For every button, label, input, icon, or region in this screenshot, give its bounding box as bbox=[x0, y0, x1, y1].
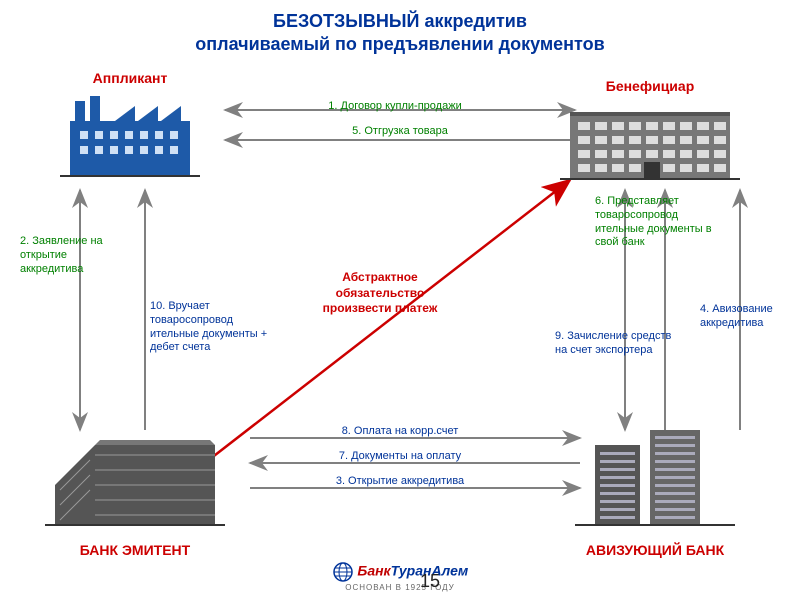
beneficiary-label: Бенефициар bbox=[560, 78, 740, 94]
issuing-bank-label: БАНК ЭМИТЕНТ bbox=[45, 542, 225, 558]
label-10: 10. Вручает товаросопровод ительные доку… bbox=[150, 300, 270, 355]
footer-logo: БанкТуранАлем ОСНОВАН В 1925 ГОДУ bbox=[0, 561, 800, 592]
center-line1: Абстрактное bbox=[342, 270, 417, 284]
label-7: 7. Документы на оплату bbox=[310, 450, 490, 464]
label-2: 2. Заявление на открытие аккредитива bbox=[20, 235, 130, 276]
center-line3: произвести платеж bbox=[323, 301, 438, 315]
title-line2: оплачиваемый по предъявлении документов bbox=[195, 34, 604, 54]
label-8: 8. Оплата на корр.счет bbox=[310, 425, 490, 439]
page-number: 15 bbox=[420, 571, 440, 592]
title-line1: БЕЗОТЗЫВНЫЙ аккредитив bbox=[273, 11, 527, 31]
label-4: 4. Авизование аккредитива bbox=[700, 303, 790, 331]
bank-building-icon bbox=[45, 430, 225, 535]
advising-bank-label: АВИЗУЮЩИЙ БАНК bbox=[575, 542, 735, 558]
node-applicant: Аппликант bbox=[60, 70, 200, 191]
node-advising-bank: АВИЗУЮЩИЙ БАНК bbox=[575, 420, 735, 558]
node-beneficiary: Бенефициар bbox=[560, 78, 740, 194]
applicant-label: Аппликант bbox=[60, 70, 200, 86]
node-issuing-bank: БАНК ЭМИТЕНТ bbox=[45, 430, 225, 558]
towers-icon bbox=[575, 420, 735, 535]
office-building-icon bbox=[560, 94, 740, 189]
label-3: 3. Открытие аккредитива bbox=[305, 475, 495, 489]
factory-icon bbox=[60, 86, 200, 186]
label-5: 5. Отгрузка товара bbox=[320, 125, 480, 139]
label-9: 9. Зачисление средств на счет экспортера bbox=[555, 330, 675, 358]
label-1: 1. Договор купли-продажи bbox=[295, 100, 495, 114]
label-6: 6. Представляет товаросопровод ительные … bbox=[595, 195, 725, 250]
logo-bank: Банк bbox=[357, 562, 390, 578]
center-label: Абстрактное обязательство произвести пла… bbox=[300, 270, 460, 317]
logo-subtitle: ОСНОВАН В 1925 ГОДУ bbox=[0, 583, 800, 592]
globe-icon bbox=[332, 561, 354, 583]
center-line2: обязательство bbox=[336, 286, 425, 300]
diagram-title: БЕЗОТЗЫВНЫЙ аккредитив оплачиваемый по п… bbox=[0, 0, 800, 57]
